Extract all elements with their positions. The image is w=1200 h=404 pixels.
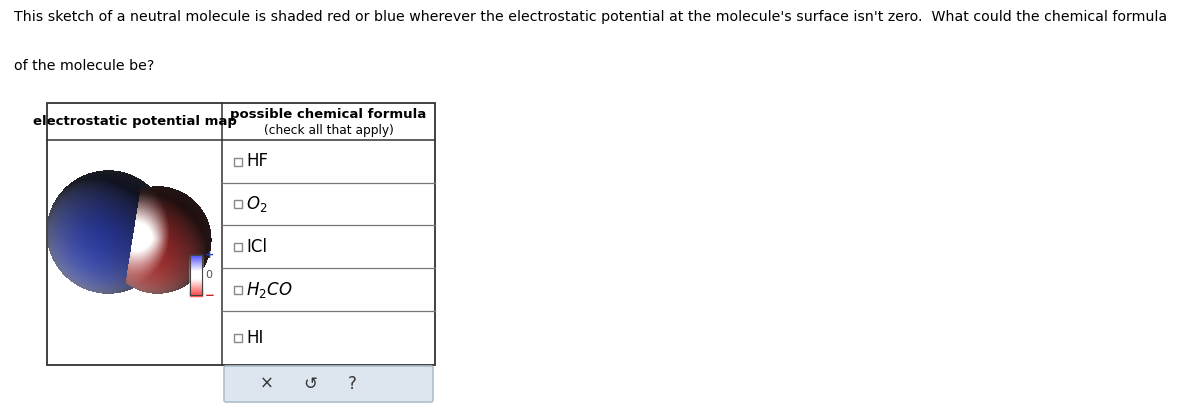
Text: (check all that apply): (check all that apply) xyxy=(264,124,394,137)
Bar xyxy=(190,284,202,286)
Bar xyxy=(190,270,202,271)
Bar xyxy=(190,262,202,263)
Bar xyxy=(190,266,202,267)
Bar xyxy=(190,289,202,290)
Text: ICl: ICl xyxy=(246,238,266,255)
Bar xyxy=(190,293,202,294)
Bar xyxy=(190,287,202,288)
Bar xyxy=(190,259,202,260)
Bar xyxy=(190,260,202,261)
Bar xyxy=(190,283,202,284)
Text: This sketch of a neutral molecule is shaded red or blue wherever the electrostat: This sketch of a neutral molecule is sha… xyxy=(14,10,1168,24)
Text: $H_2CO$: $H_2CO$ xyxy=(246,280,293,299)
Text: ?: ? xyxy=(348,375,356,393)
Bar xyxy=(190,276,202,278)
Bar xyxy=(190,275,202,276)
Bar xyxy=(190,257,202,258)
Bar xyxy=(190,292,202,293)
Bar xyxy=(190,288,202,290)
Bar xyxy=(234,286,242,293)
Bar xyxy=(190,269,202,270)
Bar xyxy=(190,276,202,277)
Bar xyxy=(190,284,202,285)
Bar xyxy=(190,269,202,271)
Bar xyxy=(190,288,202,289)
FancyBboxPatch shape xyxy=(224,366,433,402)
Bar xyxy=(190,278,202,280)
Bar xyxy=(190,264,202,265)
Bar xyxy=(190,263,202,264)
Bar xyxy=(190,273,202,274)
Text: of the molecule be?: of the molecule be? xyxy=(14,59,155,73)
Bar xyxy=(190,277,202,278)
Bar xyxy=(234,200,242,208)
Bar xyxy=(190,280,202,282)
Text: −: − xyxy=(205,288,215,301)
Bar xyxy=(190,258,202,259)
Bar xyxy=(190,271,202,273)
Bar xyxy=(190,255,202,295)
Bar xyxy=(190,255,202,256)
Text: possible chemical formula: possible chemical formula xyxy=(230,108,427,121)
Bar xyxy=(190,260,202,261)
Bar xyxy=(190,286,202,287)
Bar xyxy=(190,290,202,291)
Bar xyxy=(190,266,202,267)
Bar xyxy=(190,261,202,262)
Bar xyxy=(190,265,202,266)
Text: HF: HF xyxy=(246,152,268,170)
Bar xyxy=(190,267,202,268)
Bar xyxy=(190,280,202,281)
Bar xyxy=(190,291,202,292)
Text: +: + xyxy=(205,250,215,260)
Text: $O_2$: $O_2$ xyxy=(246,194,268,214)
Text: electrostatic potential map: electrostatic potential map xyxy=(32,115,236,128)
Text: HI: HI xyxy=(246,329,263,347)
Text: ↺: ↺ xyxy=(304,375,317,393)
Bar xyxy=(190,271,202,272)
Bar xyxy=(190,272,202,274)
Bar xyxy=(190,294,202,295)
Bar xyxy=(190,258,202,259)
Bar xyxy=(190,290,202,292)
Bar xyxy=(190,274,202,276)
Bar xyxy=(190,278,202,279)
Bar xyxy=(234,242,242,250)
Bar xyxy=(190,256,202,257)
Bar xyxy=(190,268,202,269)
Bar xyxy=(190,282,202,284)
Bar xyxy=(190,292,202,293)
Text: 0: 0 xyxy=(205,270,212,280)
Bar xyxy=(234,334,242,342)
Bar xyxy=(190,256,202,257)
Bar xyxy=(190,282,202,283)
Bar xyxy=(190,281,202,282)
Bar xyxy=(190,264,202,265)
Bar xyxy=(190,274,202,275)
Bar xyxy=(190,279,202,280)
Bar xyxy=(190,268,202,269)
Text: ×: × xyxy=(260,375,274,393)
Bar xyxy=(234,158,242,166)
Bar xyxy=(190,285,202,286)
Bar xyxy=(190,262,202,263)
Bar xyxy=(190,286,202,288)
